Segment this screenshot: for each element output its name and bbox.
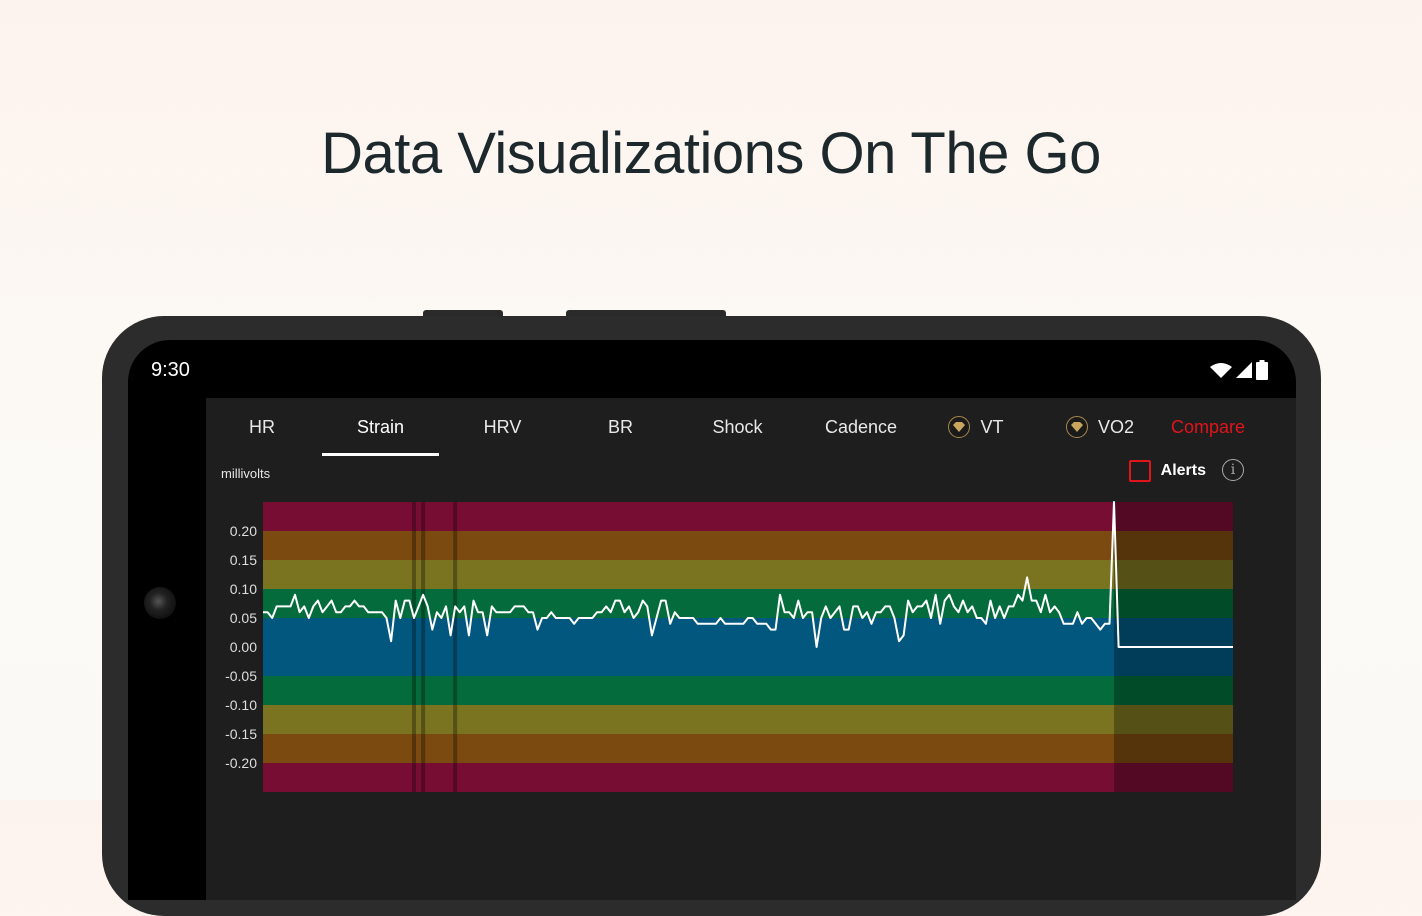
zone-band [263, 705, 1233, 734]
tab-vt[interactable]: VT [928, 398, 1024, 456]
status-icons [1210, 360, 1268, 380]
front-camera [144, 587, 176, 619]
tab-hr[interactable]: HR [206, 398, 318, 456]
y-tick-label: 0.20 [230, 523, 257, 539]
event-marker [421, 502, 426, 792]
zone-band [263, 531, 1233, 560]
status-time: 9:30 [151, 359, 190, 381]
tab-strain[interactable]: Strain [322, 398, 439, 456]
phone-screen: 9:30 HR Strain HRV BR Shock Cadence VT VO2 Compa… [128, 340, 1296, 900]
zone-band [263, 618, 1233, 676]
tab-cadence[interactable]: Cadence [798, 398, 924, 456]
tab-label: VO2 [1097, 417, 1135, 437]
tab-vo2[interactable]: VO2 [1046, 398, 1154, 456]
tab-br[interactable]: BR [562, 398, 679, 456]
event-marker [453, 502, 458, 792]
tab-label: VT [980, 417, 1004, 437]
tab-compare[interactable]: Compare [1158, 398, 1258, 456]
y-tick-label: -0.10 [225, 697, 257, 713]
tab-label: Strain [356, 417, 405, 437]
app-content: HR Strain HRV BR Shock Cadence VT VO2 Compare mi… [206, 398, 1296, 900]
zone-band [263, 676, 1233, 705]
y-axis-unit: millivolts [221, 466, 271, 481]
zone-band [263, 734, 1233, 763]
metric-tabs: HR Strain HRV BR Shock Cadence VT VO2 Compare [206, 398, 1296, 458]
zone-band [263, 763, 1233, 792]
tab-label: Cadence [824, 417, 898, 437]
strain-chart: 0.20 0.15 0.10 0.05 0.00 -0.05 -0.10 -0.15 -0.20 [225, 501, 1233, 792]
alerts-label: Alerts [1160, 462, 1206, 479]
y-tick-label: 0.05 [230, 610, 257, 626]
strain-series-line [263, 501, 1233, 648]
y-tick-label: 0.00 [230, 639, 257, 655]
tab-label: HR [249, 417, 275, 437]
alerts-toggle[interactable]: Alerts [1128, 460, 1206, 482]
zone-band [263, 560, 1233, 589]
info-icon[interactable]: i [1222, 459, 1244, 481]
y-tick-label: 0.10 [230, 581, 257, 597]
diamond-icon [1065, 416, 1088, 438]
cellular-signal-icon [1236, 362, 1252, 378]
wifi-icon [1210, 363, 1232, 378]
battery-icon [1256, 360, 1268, 380]
zone-band [263, 589, 1233, 618]
tab-shock[interactable]: Shock [681, 398, 794, 456]
tab-label: BR [607, 417, 633, 437]
headline: Data Visualizations On The Go [321, 121, 1101, 186]
tab-hrv[interactable]: HRV [444, 398, 561, 456]
power-button [566, 310, 726, 318]
volume-button [423, 310, 503, 318]
tab-label: Shock [712, 417, 763, 437]
y-tick-label: -0.20 [225, 755, 257, 771]
diamond-icon [948, 416, 971, 438]
y-tick-label: -0.15 [225, 726, 257, 742]
zone-band [263, 502, 1233, 531]
alerts-checkbox[interactable] [1128, 460, 1151, 482]
event-marker [411, 502, 416, 792]
tab-label: Compare [1170, 417, 1246, 437]
y-tick-label: -0.05 [225, 668, 257, 684]
tab-label: HRV [483, 417, 522, 437]
y-tick-label: 0.15 [230, 552, 257, 568]
